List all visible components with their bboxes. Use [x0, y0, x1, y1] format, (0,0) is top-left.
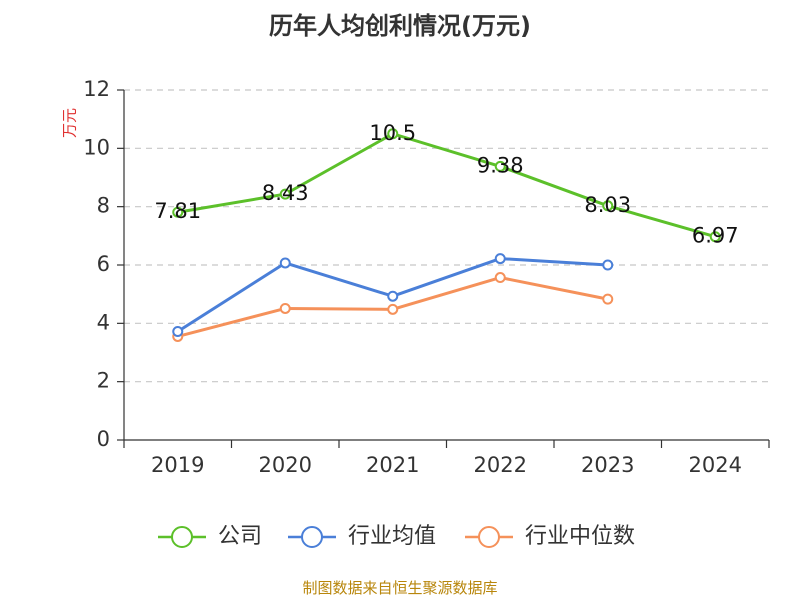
data-point [387, 303, 399, 315]
series-points [172, 128, 721, 342]
data-point [279, 257, 291, 269]
chart-title: 历年人均创利情况(万元) [269, 12, 531, 40]
y-tick-label: 6 [97, 252, 110, 276]
y-tick-label: 2 [97, 369, 110, 393]
data-point [494, 272, 506, 284]
y-tick-label: 8 [97, 194, 110, 218]
data-label: 9.38 [477, 153, 524, 177]
legend-marker [301, 526, 323, 548]
series-lines [176, 132, 716, 338]
y-axis-label: 万元 [61, 108, 79, 138]
legend-label: 公司 [218, 524, 262, 549]
x-tick-label: 2024 [689, 453, 742, 477]
data-label: 10.5 [369, 121, 416, 145]
data-point [602, 200, 614, 212]
y-tick-label: 10 [83, 135, 110, 159]
axes [117, 89, 770, 448]
grid-lines [124, 89, 769, 383]
data-point [387, 290, 399, 302]
series-line [177, 132, 716, 239]
data-point [494, 160, 506, 172]
x-tick-label: 2019 [151, 453, 204, 477]
data-label: 8.03 [584, 193, 631, 217]
data-point [494, 253, 506, 265]
data-label: 8.43 [262, 181, 309, 205]
data-point [602, 259, 614, 271]
data-point [172, 326, 184, 337]
data-point [387, 128, 399, 140]
legend: 公司 行业均值 行业中位数 [158, 524, 635, 549]
legend-label: 行业均值 [348, 524, 436, 549]
data-point [279, 188, 291, 200]
data-label: 7.81 [154, 199, 201, 223]
legend-marker [171, 526, 193, 548]
legend-item: 公司 [158, 524, 262, 549]
x-tick-label: 2020 [259, 453, 312, 477]
data-point [279, 302, 291, 314]
legend-item: 行业中位数 [465, 524, 635, 549]
legend-marker [478, 526, 500, 548]
x-tick-label: 2021 [366, 453, 419, 477]
y-tick-label: 12 [83, 77, 110, 101]
x-tick-label: 2023 [581, 453, 634, 477]
y-tick-label: 4 [97, 310, 110, 334]
data-label: 6.97 [692, 224, 739, 248]
x-tick-label: 2022 [474, 453, 527, 477]
legend-label: 行业中位数 [525, 524, 635, 549]
source-note: 制图数据来自恒生聚源数据库 [302, 579, 498, 597]
legend-item: 行业均值 [288, 524, 436, 549]
data-point [602, 293, 614, 305]
data-point [172, 206, 184, 218]
data-labels: 7.81 8.43 10.5 9.38 8.03 6.97 [154, 121, 738, 248]
tick-labels: 0 2 4 6 8 10 12 2019 2020 2021 2022 2023 2024 [83, 77, 742, 477]
y-tick-label: 0 [97, 427, 110, 451]
data-point [709, 231, 721, 243]
